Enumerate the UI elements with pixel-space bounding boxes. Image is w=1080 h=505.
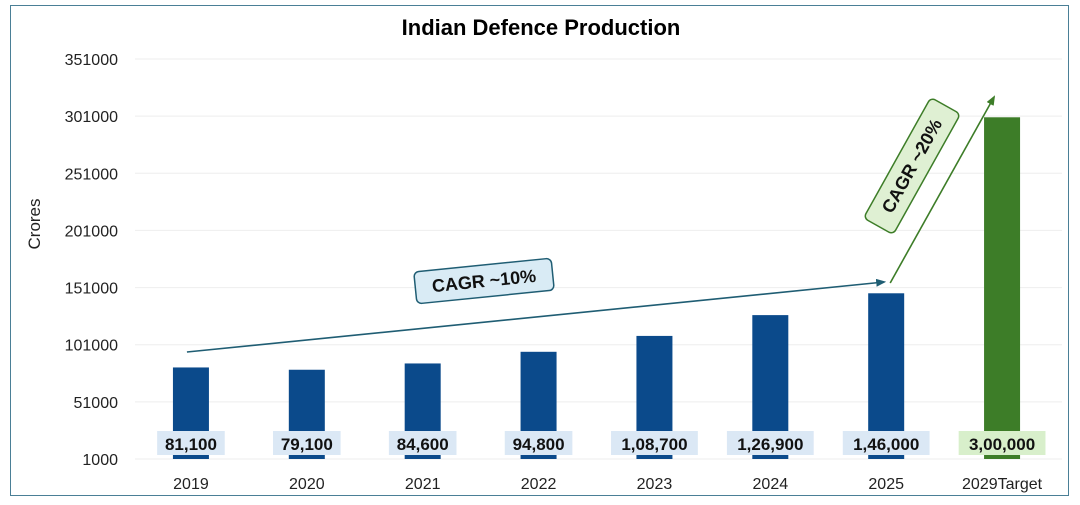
data-label: 84,600 [388, 431, 457, 455]
y-tick-label: 301000 [65, 109, 118, 126]
data-label-text: 1,46,000 [853, 435, 919, 454]
data-label: 79,100 [273, 431, 341, 455]
y-tick-label: 1000 [82, 452, 118, 469]
data-label-text: 1,08,700 [621, 435, 687, 454]
cagr-20-arrow [889, 95, 996, 284]
cagr-20-callout: CAGR ~20% [864, 98, 960, 234]
x-tick-label: 2020 [289, 476, 325, 493]
data-label-text: 1,26,900 [737, 435, 803, 454]
data-label-bg [157, 431, 225, 455]
x-tick-label: 2023 [637, 476, 673, 493]
data-label-bg [958, 431, 1046, 455]
data-label: 81,100 [157, 431, 225, 455]
x-tick-label: 2025 [868, 476, 904, 493]
data-label-bg [611, 431, 698, 455]
x-tick-label: 2021 [405, 476, 441, 493]
x-tick-label: 2019 [173, 476, 209, 493]
data-label-bg [726, 431, 814, 455]
data-label-text: 81,100 [165, 435, 217, 454]
cagr-10-arrow [186, 278, 887, 353]
x-tick-label: 2024 [753, 476, 789, 493]
y-tick-label: 101000 [65, 338, 118, 355]
data-label-bg [504, 431, 573, 455]
y-axis-label: Crores [25, 198, 44, 249]
y-tick-label: 51000 [74, 395, 119, 412]
bar [984, 117, 1021, 460]
y-tick-label: 201000 [65, 223, 118, 240]
y-axis-ticks: 1000 51000 101000 151000 201000 251000 301000 3… [65, 52, 118, 469]
data-label-text: 3,00,000 [969, 435, 1035, 454]
data-label-bg [273, 431, 341, 455]
y-tick-label: 351000 [65, 52, 118, 69]
data-label: 1,08,700 [611, 431, 698, 455]
cagr-10-box [413, 257, 555, 305]
cagr-10-callout: CAGR ~10% [413, 257, 555, 305]
bars [172, 117, 1021, 460]
x-tick-label: 2022 [521, 476, 557, 493]
data-label-text: 79,100 [281, 435, 333, 454]
data-label-bg [388, 431, 457, 455]
data-label: 94,800 [504, 431, 573, 455]
data-labels: 81,100 79,100 84,600 94,800 1,08,700 1,26,900… [157, 431, 1046, 455]
data-label: 1,46,000 [842, 431, 930, 455]
data-label: 3,00,000 [958, 431, 1046, 455]
x-axis-ticks: 2019 2020 2021 2022 2023 2024 2025 2029Target [173, 476, 1043, 493]
x-tick-label: 2029Target [962, 476, 1043, 493]
cagr-20-box [864, 98, 960, 234]
data-label-text: 94,800 [513, 435, 565, 454]
chart-title: Indian Defence Production [402, 15, 681, 40]
y-tick-label: 151000 [65, 281, 118, 298]
y-tick-label: 251000 [65, 166, 118, 183]
data-label: 1,26,900 [726, 431, 814, 455]
data-label-bg [842, 431, 930, 455]
data-label-text: 84,600 [397, 435, 449, 454]
